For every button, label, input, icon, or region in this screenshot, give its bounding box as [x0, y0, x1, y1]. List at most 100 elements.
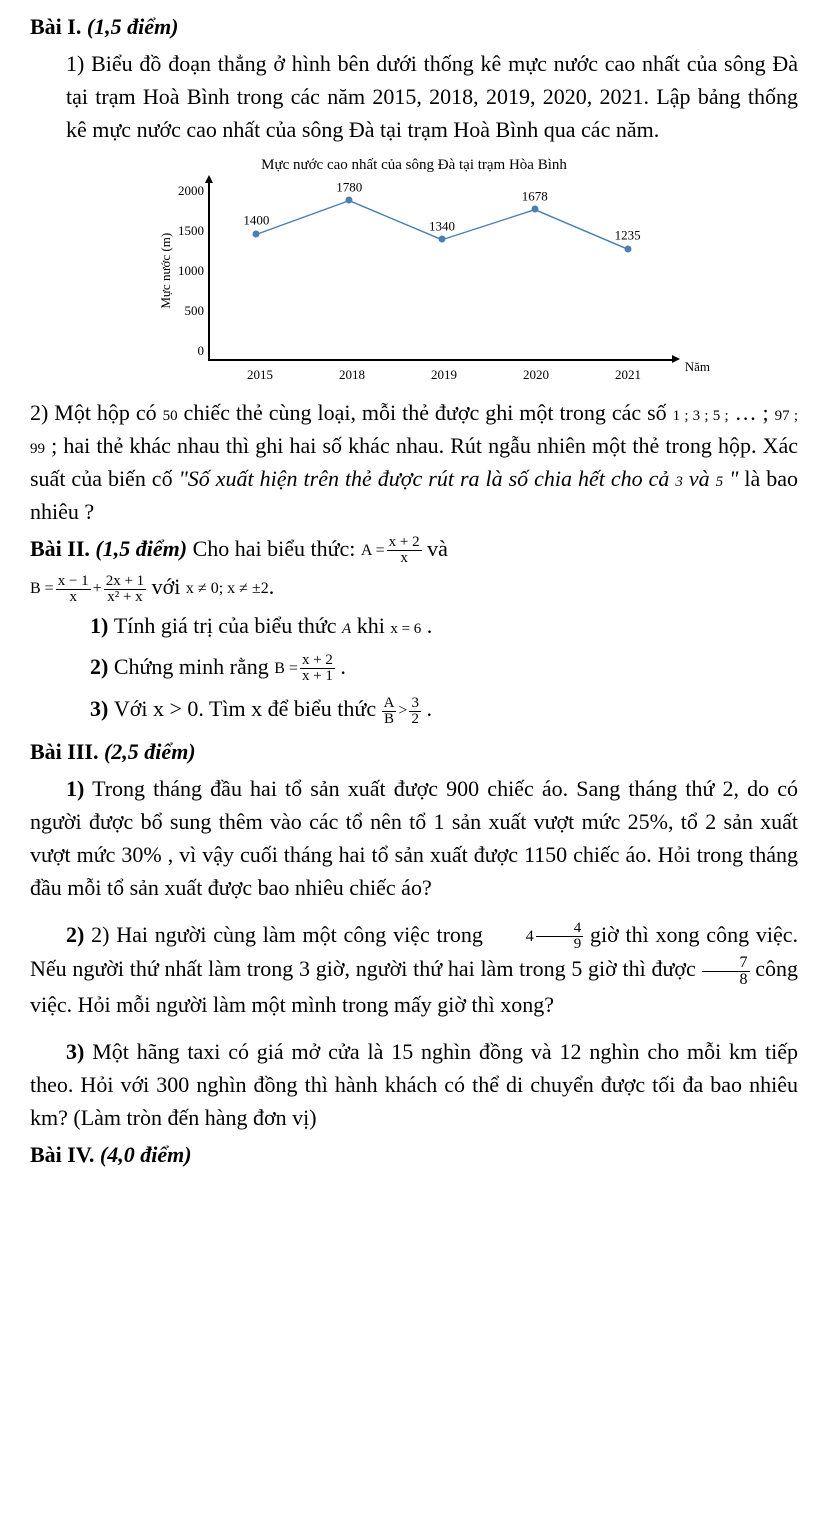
B2-eq: B = — [274, 657, 298, 681]
b2q1c: A — [342, 621, 351, 637]
bai2-q1: 1) Tính giá trị của biểu thức A khi x = … — [30, 609, 798, 642]
expr-B-simpl: B = x + 2 x + 1 — [274, 653, 335, 684]
bai1-heading: Bài I. (1,5 điểm) — [30, 10, 798, 43]
b3q1bold: 1) — [66, 776, 84, 801]
b2q2b: Chứng minh rằng — [114, 654, 274, 679]
xtick-0: 2015 — [247, 365, 273, 385]
chart-svg — [210, 181, 674, 359]
y-ticks: 2000 1500 1000 500 0 — [178, 181, 208, 361]
bai1-q1: 1) Biểu đồ đoạn thẳng ở hình bên dưới th… — [30, 47, 798, 146]
mix-frac: 4 9 — [536, 921, 584, 952]
expr-ineq: A B > 3 2 — [382, 696, 421, 727]
b2q1e: x = 6 — [390, 621, 421, 637]
q2d: 1 ; 3 ; 5 ; — [673, 408, 729, 424]
x-axis-label: Năm — [685, 357, 710, 377]
q2b: 50 — [163, 408, 178, 424]
bai4-title: Bài IV. — [30, 1142, 94, 1167]
b2dot: . — [269, 574, 275, 599]
bai2-q2: 2) Chứng minh rằng B = x + 2 x + 1 . — [30, 650, 798, 684]
whole: 4 — [490, 925, 534, 949]
b3q3bold: 3) — [66, 1039, 84, 1064]
b2q2a: 2) — [90, 654, 114, 679]
ytick-3: 500 — [185, 301, 205, 321]
q2end: " — [723, 466, 738, 491]
ytick-4: 0 — [198, 341, 205, 361]
rhs-den: 2 — [409, 712, 421, 727]
expr-A: A = x + 2 x — [361, 535, 422, 566]
q2a: 2) Một hộp có — [30, 400, 163, 425]
bai2-lead: Cho hai biểu thức: — [193, 536, 361, 561]
b2q1a: 1) — [90, 613, 114, 638]
x-ticks: 2015 2018 2019 2020 2021 — [214, 361, 674, 385]
q2e: … ; — [729, 400, 775, 425]
chart-value-label: 1400 — [243, 211, 269, 231]
b3q1text: Trong tháng đầu hai tổ sản xuất được 900… — [30, 776, 798, 900]
lhs-den: B — [382, 712, 397, 727]
mixed-frac: 4 4 9 — [490, 921, 584, 952]
rhs-frac: 3 2 — [409, 696, 421, 727]
chart-marker — [439, 236, 446, 243]
B-simpl-frac: x + 2 x + 1 — [300, 653, 335, 684]
q2h: 3 — [675, 474, 683, 490]
b3q3text: Một hãng taxi có giá mở cửa là 15 nghìn … — [30, 1039, 798, 1130]
expr-B: B = x − 1 x + 2x + 1 x² + x — [30, 574, 146, 605]
b2q1d: khi — [351, 613, 390, 638]
chart-value-label: 1340 — [429, 216, 455, 236]
f2: 7 8 — [702, 955, 750, 988]
b2q3a: 3) — [90, 696, 114, 721]
y-axis-label-wrap: Mực nước (m) — [154, 181, 178, 361]
lhs-frac: A B — [382, 696, 397, 727]
water-level-chart: Mực nước cao nhất của sông Đà tại trạm H… — [154, 154, 674, 384]
bai1-points: (1,5 điểm) — [87, 14, 179, 39]
plus: + — [93, 577, 102, 601]
bai3-title: Bài III. — [30, 739, 98, 764]
rhs-num: 3 — [409, 696, 421, 712]
bai3-heading: Bài III. (2,5 điểm) — [30, 735, 798, 768]
chart-marker — [346, 197, 353, 204]
bai1-q2: 2) Một hộp có 50 chiếc thẻ cùng loại, mỗ… — [30, 396, 798, 528]
bai2-line2: B = x − 1 x + 2x + 1 x² + x với x ≠ 0; x… — [30, 570, 798, 604]
q2it: "Số xuất hiện trên thẻ được rút ra là số… — [179, 466, 676, 491]
B1-den: x — [56, 590, 91, 605]
bai3-q3: 3) Một hãng taxi có giá mở cửa là 15 ngh… — [30, 1035, 798, 1134]
with: với — [152, 574, 186, 599]
b3q2a: 2) Hai người cùng làm một công việc tron… — [91, 922, 490, 947]
A-num: x + 2 — [387, 535, 422, 551]
B1-frac: x − 1 x — [56, 574, 91, 605]
B2-num: 2x + 1 — [104, 574, 146, 590]
b2q3b: Với x > 0. Tìm x để biểu thức — [114, 696, 382, 721]
f2-num: 7 — [702, 955, 750, 972]
b3q2bold: 2) — [66, 922, 84, 947]
xtick-1: 2018 — [339, 365, 365, 385]
B-simpl-num: x + 2 — [300, 653, 335, 669]
b2q2dot: . — [335, 654, 346, 679]
A-den: x — [387, 551, 422, 566]
q2i: và — [683, 466, 716, 491]
xtick-4: 2021 — [615, 365, 641, 385]
bai2-points: (1,5 điểm) — [95, 536, 187, 561]
B-eq: B = — [30, 577, 54, 601]
chart-marker — [531, 206, 538, 213]
chart-area: Mực nước (m) 2000 1500 1000 500 0 140017… — [154, 181, 674, 361]
mix-num: 4 — [536, 921, 584, 937]
B-simpl-den: x + 1 — [300, 669, 335, 684]
cond: x ≠ 0; x ≠ ±2 — [186, 580, 269, 597]
f2-den: 8 — [702, 972, 750, 988]
ytick-1: 1500 — [178, 221, 204, 241]
bai3-q2: 2) 2) Hai người cùng làm một công việc t… — [30, 918, 798, 1021]
xtick-3: 2020 — [523, 365, 549, 385]
B2-den: x² + x — [104, 590, 146, 605]
bai3-points: (2,5 điểm) — [104, 739, 196, 764]
b2q3dot: . — [421, 696, 432, 721]
bai1-title: Bài I. — [30, 14, 81, 39]
mix-den: 9 — [536, 937, 584, 952]
q2c: chiếc thẻ cùng loại, mỗi thẻ được ghi mộ… — [178, 400, 673, 425]
chart-title: Mực nước cao nhất của sông Đà tại trạm H… — [154, 154, 674, 177]
and: và — [427, 536, 448, 561]
A-eq: A = — [361, 539, 385, 563]
xtick-2: 2019 — [431, 365, 457, 385]
bai3-q1: 1) Trong tháng đầu hai tổ sản xuất được … — [30, 772, 798, 904]
chart-marker — [253, 230, 260, 237]
b2q1f: . — [421, 613, 432, 638]
bai4-points: (4,0 điểm) — [100, 1142, 192, 1167]
